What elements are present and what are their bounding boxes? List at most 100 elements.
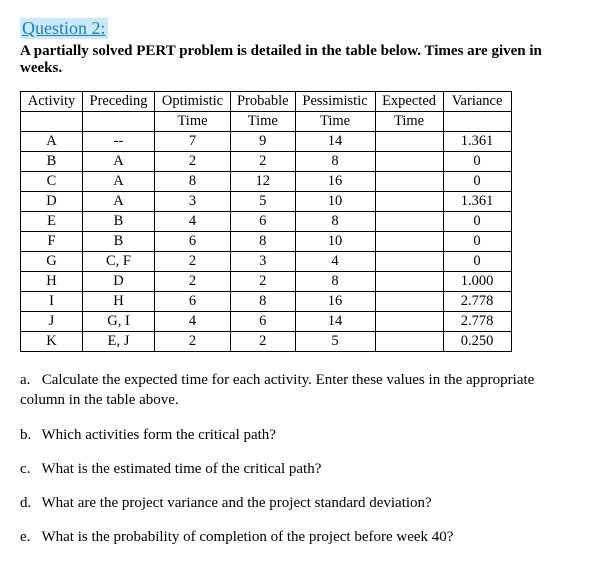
col-header-activity: Activity [21, 92, 83, 112]
table-row: KE, J2250.250 [21, 332, 512, 352]
table-cell: A [83, 172, 155, 192]
table-cell [375, 232, 443, 252]
table-row: EB4680 [21, 212, 512, 232]
table-cell: 1.000 [443, 272, 511, 292]
table-cell: H [83, 292, 155, 312]
table-cell: 5 [231, 192, 296, 212]
question-text: Calculate the expected time for each act… [20, 372, 534, 408]
table-cell [375, 272, 443, 292]
table-cell: 4 [155, 212, 231, 232]
table-cell [375, 152, 443, 172]
table-cell: 2 [155, 252, 231, 272]
table-row: FB68100 [21, 232, 512, 252]
table-cell: 6 [155, 292, 231, 312]
table-cell: 2 [231, 152, 296, 172]
table-cell: 0.250 [443, 332, 511, 352]
table-cell: E, J [83, 332, 155, 352]
table-cell: 0 [443, 252, 511, 272]
col-header-optimistic-bottom: Time [155, 112, 231, 132]
col-header-preceding: Preceding [83, 92, 155, 112]
table-cell: 4 [295, 252, 375, 272]
table-row: IH6816 2.778 [21, 292, 512, 312]
table-cell: -- [83, 132, 155, 152]
table-cell: 8 [155, 172, 231, 192]
table-cell: 6 [155, 232, 231, 252]
table-cell: F [21, 232, 83, 252]
question-text: What is the estimated time of the critic… [41, 461, 321, 477]
table-cell: I [21, 292, 83, 312]
table-cell [375, 312, 443, 332]
table-cell: 1.361 [443, 192, 511, 212]
table-cell: 14 [295, 312, 375, 332]
table-cell: G, I [83, 312, 155, 332]
col-header-pessimistic-top: Pessimistic [295, 92, 375, 112]
table-cell: B [83, 212, 155, 232]
table-cell [375, 172, 443, 192]
table-cell: 0 [443, 212, 511, 232]
table-cell: 6 [231, 312, 296, 332]
table-cell: 2 [231, 272, 296, 292]
table-cell: 9 [231, 132, 296, 152]
table-cell: 8 [295, 272, 375, 292]
table-header-row-2: Time Time Time Time [21, 112, 512, 132]
table-cell: C [21, 172, 83, 192]
question-subtitle: A partially solved PERT problem is detai… [20, 43, 577, 77]
question-text: What are the project variance and the pr… [41, 495, 431, 511]
question-item: d. What are the project variance and the… [20, 493, 577, 513]
table-cell: H [21, 272, 83, 292]
table-cell: A [83, 192, 155, 212]
table-cell: 16 [295, 172, 375, 192]
table-cell: 12 [231, 172, 296, 192]
col-header-probable-top: Probable [231, 92, 296, 112]
table-cell: D [21, 192, 83, 212]
table-cell: 16 [295, 292, 375, 312]
table-cell: 8 [295, 212, 375, 232]
question-letter: b. [20, 425, 38, 445]
table-cell: 8 [295, 152, 375, 172]
table-cell: A [83, 152, 155, 172]
col-header-expected-top: Expected [375, 92, 443, 112]
table-cell: 8 [231, 232, 296, 252]
table-cell: E [21, 212, 83, 232]
col-header-variance: Variance [443, 92, 511, 112]
table-cell: 1.361 [443, 132, 511, 152]
table-cell: 7 [155, 132, 231, 152]
table-cell: C, F [83, 252, 155, 272]
table-row: DA3510 1.361 [21, 192, 512, 212]
question-item: a. Calculate the expected time for each … [20, 370, 577, 411]
question-letter: c. [20, 459, 38, 479]
table-cell: 2 [155, 332, 231, 352]
question-letter: d. [20, 493, 38, 513]
table-cell: 10 [295, 192, 375, 212]
table-cell: 10 [295, 232, 375, 252]
table-cell: 2 [155, 272, 231, 292]
question-letter: e. [20, 527, 38, 547]
table-row: GC, F234 0 [21, 252, 512, 272]
question-item: e. What is the probability of completion… [20, 527, 577, 547]
col-header-probable-bottom: Time [231, 112, 296, 132]
table-cell: J [21, 312, 83, 332]
table-cell [375, 292, 443, 312]
col-header-optimistic-top: Optimistic [155, 92, 231, 112]
table-cell: A [21, 132, 83, 152]
col-header-variance-bottom [443, 112, 511, 132]
table-header-row-1: Activity Preceding Optimistic Probable P… [21, 92, 512, 112]
table-cell: 0 [443, 172, 511, 192]
table-row: JG, I46142.778 [21, 312, 512, 332]
table-cell: 2.778 [443, 292, 511, 312]
table-cell: G [21, 252, 83, 272]
table-cell: 3 [155, 192, 231, 212]
table-cell: 3 [231, 252, 296, 272]
table-cell: 8 [231, 292, 296, 312]
table-cell: 2.778 [443, 312, 511, 332]
table-cell: 0 [443, 152, 511, 172]
question-text: What is the probability of completion of… [41, 529, 453, 545]
question-item: b. Which activities form the critical pa… [20, 425, 577, 445]
table-body: A--79141.361BA2280CA812160DA35101.361EB4… [21, 132, 512, 352]
col-header-activity-bottom [21, 112, 83, 132]
table-row: A--7914 1.361 [21, 132, 512, 152]
table-cell: 14 [295, 132, 375, 152]
question-title: Question 2: [20, 18, 108, 39]
col-header-expected-bottom: Time [375, 112, 443, 132]
table-cell [375, 332, 443, 352]
